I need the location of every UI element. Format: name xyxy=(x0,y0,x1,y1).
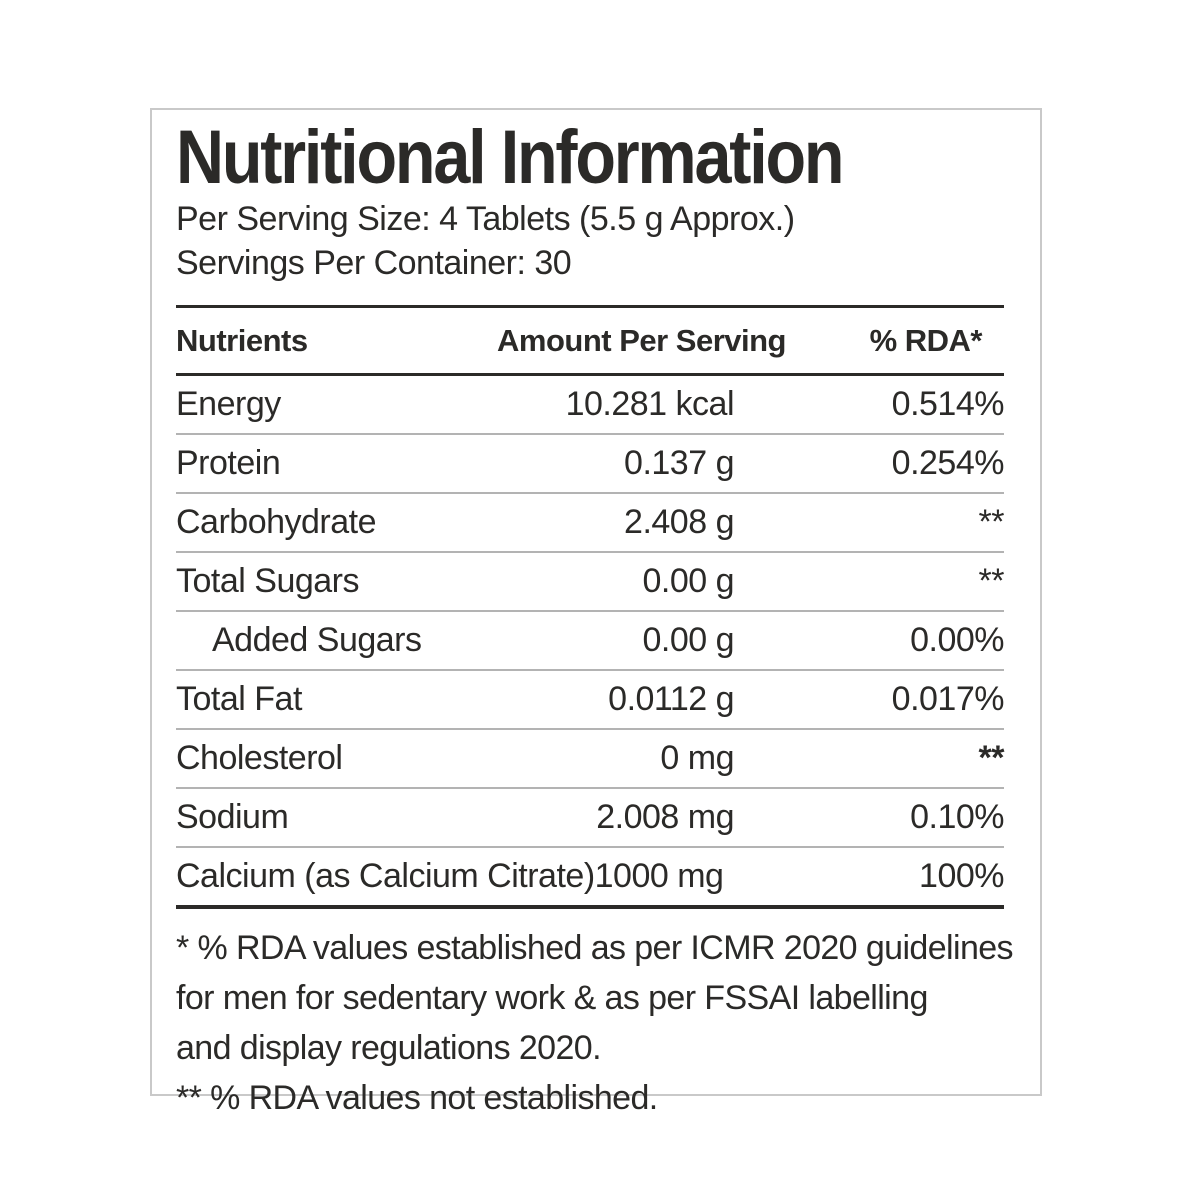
footnotes: * % RDA values established as per ICMR 2… xyxy=(176,923,1014,1123)
header-nutrients: Nutrients xyxy=(176,323,308,358)
nutrients-table: Nutrients Amount Per Serving % RDA* Ener… xyxy=(176,305,1005,909)
nutrient-name: Total Fat xyxy=(176,680,302,718)
nutrient-rda: 0.254% xyxy=(891,444,1005,482)
footnote-line-2: for men for sedentary work & as per FSSA… xyxy=(176,979,928,1017)
nutrient-rda: 0.10% xyxy=(910,798,1004,836)
nutrient-rda: 0.00% xyxy=(910,621,1004,659)
table-row-added-sugars: Added Sugars 0.00 g 0.00% xyxy=(176,612,1005,671)
nutrient-name: Added Sugars xyxy=(212,621,422,659)
footnote-line-1: * % RDA values established as per ICMR 2… xyxy=(176,929,1014,967)
nutrient-rda: ** xyxy=(978,503,1005,541)
nutrient-amount: 0 mg xyxy=(660,739,734,777)
header-rda: % RDA* xyxy=(869,323,983,358)
nutrient-rda: ** xyxy=(978,562,1005,600)
nutrient-amount: 2.008 mg xyxy=(596,798,734,836)
nutrient-name: Protein xyxy=(176,444,281,482)
servings-per-container-line: Servings Per Container: 30 xyxy=(176,244,572,282)
nutrition-label: Nutritional Information Per Serving Size… xyxy=(150,108,1042,1117)
header-amount-per-serving: Amount Per Serving xyxy=(497,323,787,358)
per-serving-size-line: Per Serving Size: 4 Tablets (5.5 g Appro… xyxy=(176,200,795,238)
nutrient-name: Total Sugars xyxy=(176,562,360,600)
nutrient-name: Calcium (as Calcium Citrate) xyxy=(176,857,595,895)
table-row-energy: Energy 10.281 kcal 0.514% xyxy=(176,376,1005,435)
nutrient-rda: 0.017% xyxy=(891,680,1005,718)
nutrient-rda: ** xyxy=(978,739,1005,777)
table-row-carbohydrate: Carbohydrate 2.408 g ** xyxy=(176,494,1005,553)
label-title: Nutritional Information xyxy=(176,115,845,200)
nutrient-amount: 0.00 g xyxy=(642,621,734,659)
table-row-total-sugars: Total Sugars 0.00 g ** xyxy=(176,553,1005,612)
nutrient-amount: 0.00 g xyxy=(642,562,734,600)
nutrient-amount: 0.137 g xyxy=(624,444,734,482)
nutrient-amount: 0.0112 g xyxy=(608,680,734,718)
nutrient-amount: 1000 mg xyxy=(594,857,724,895)
nutrient-name: Cholesterol xyxy=(176,739,343,777)
table-header-row: Nutrients Amount Per Serving % RDA* xyxy=(176,305,1004,376)
serving-info: Per Serving Size: 4 Tablets (5.5 g Appro… xyxy=(176,197,1004,285)
nutrient-name: Carbohydrate xyxy=(176,503,377,541)
table-row-sodium: Sodium 2.008 mg 0.10% xyxy=(176,789,1005,848)
table-row-calcium: Calcium (as Calcium Citrate) 1000 mg 100… xyxy=(176,848,1005,909)
nutrient-amount: 10.281 kcal xyxy=(565,385,735,423)
table-row-cholesterol: Cholesterol 0 mg ** xyxy=(176,730,1005,789)
nutrient-amount: 2.408 g xyxy=(624,503,734,541)
table-row-protein: Protein 0.137 g 0.254% xyxy=(176,435,1005,494)
table-row-total-fat: Total Fat 0.0112 g 0.017% xyxy=(176,671,1005,730)
nutrient-name: Sodium xyxy=(176,798,289,836)
nutrient-rda: 100% xyxy=(919,857,1004,895)
nutrient-name: Energy xyxy=(176,385,281,423)
nutrient-rda: 0.514% xyxy=(891,385,1005,423)
footnote-line-3: and display regulations 2020. xyxy=(176,1029,602,1067)
footnote-line-4: ** % RDA values not established. xyxy=(176,1079,658,1117)
